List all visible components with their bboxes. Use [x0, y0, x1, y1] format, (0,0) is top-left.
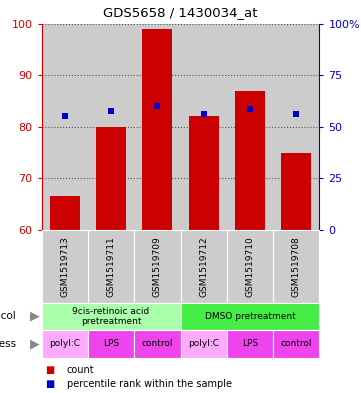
Text: ■: ■	[45, 365, 55, 375]
Text: ▶: ▶	[30, 310, 40, 323]
Text: GSM1519708: GSM1519708	[292, 236, 301, 297]
Text: GSM1519709: GSM1519709	[153, 236, 162, 297]
Bar	[273, 24, 319, 230]
Text: ▶: ▶	[30, 337, 40, 351]
Bar	[142, 29, 173, 230]
Text: GSM1519711: GSM1519711	[106, 236, 116, 297]
Text: protocol: protocol	[0, 311, 16, 321]
Text: control: control	[280, 340, 312, 348]
Bar	[235, 91, 265, 230]
Text: GSM1519712: GSM1519712	[199, 236, 208, 297]
Text: percentile rank within the sample: percentile rank within the sample	[67, 379, 232, 389]
Text: polyI:C: polyI:C	[49, 340, 80, 348]
Bar	[96, 127, 126, 230]
Text: count: count	[67, 365, 95, 375]
Bar	[42, 24, 88, 230]
Bar	[188, 116, 219, 230]
Bar	[281, 152, 312, 230]
Bar	[88, 24, 134, 230]
Bar	[227, 24, 273, 230]
Text: GSM1519710: GSM1519710	[245, 236, 255, 297]
Text: DMSO pretreatment: DMSO pretreatment	[205, 312, 295, 321]
Bar	[180, 24, 227, 230]
Text: 9cis-retinoic acid
pretreatment: 9cis-retinoic acid pretreatment	[73, 307, 149, 326]
Text: control: control	[142, 340, 173, 348]
Text: stress: stress	[0, 339, 16, 349]
Text: polyI:C: polyI:C	[188, 340, 219, 348]
Text: GSM1519713: GSM1519713	[60, 236, 69, 297]
Text: LPS: LPS	[103, 340, 119, 348]
Text: ■: ■	[45, 379, 55, 389]
Bar	[134, 24, 180, 230]
Bar	[49, 196, 80, 230]
Text: LPS: LPS	[242, 340, 258, 348]
Text: GDS5658 / 1430034_at: GDS5658 / 1430034_at	[103, 6, 258, 19]
